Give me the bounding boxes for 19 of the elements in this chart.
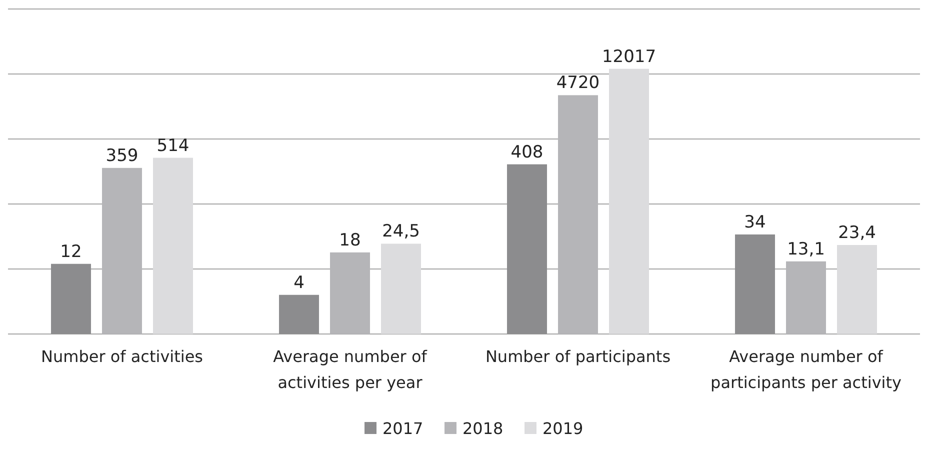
data-label: 34 xyxy=(744,212,766,232)
data-label: 13,1 xyxy=(787,239,825,260)
data-label: 359 xyxy=(106,146,138,166)
x-tick-label: Number of activities xyxy=(41,347,203,366)
data-label: 12017 xyxy=(602,46,656,67)
x-tick-label: Number of participants xyxy=(485,347,671,366)
legend-label: 2019 xyxy=(542,419,584,438)
data-label: 23,4 xyxy=(838,223,876,243)
legend-label: 2018 xyxy=(462,419,504,438)
data-label: 514 xyxy=(156,136,190,156)
legend-label: 2017 xyxy=(382,419,424,438)
x-tick-label: Average number of participants per activity xyxy=(710,347,902,392)
data-label: 408 xyxy=(510,142,544,162)
x-tick-label: Average number of activities per year xyxy=(273,347,428,392)
data-label: 24,5 xyxy=(382,222,420,242)
data-label: 4 xyxy=(294,272,304,293)
data-label: 4720 xyxy=(556,73,600,94)
data-label: 18 xyxy=(339,230,361,250)
data-label: 12 xyxy=(60,242,82,262)
